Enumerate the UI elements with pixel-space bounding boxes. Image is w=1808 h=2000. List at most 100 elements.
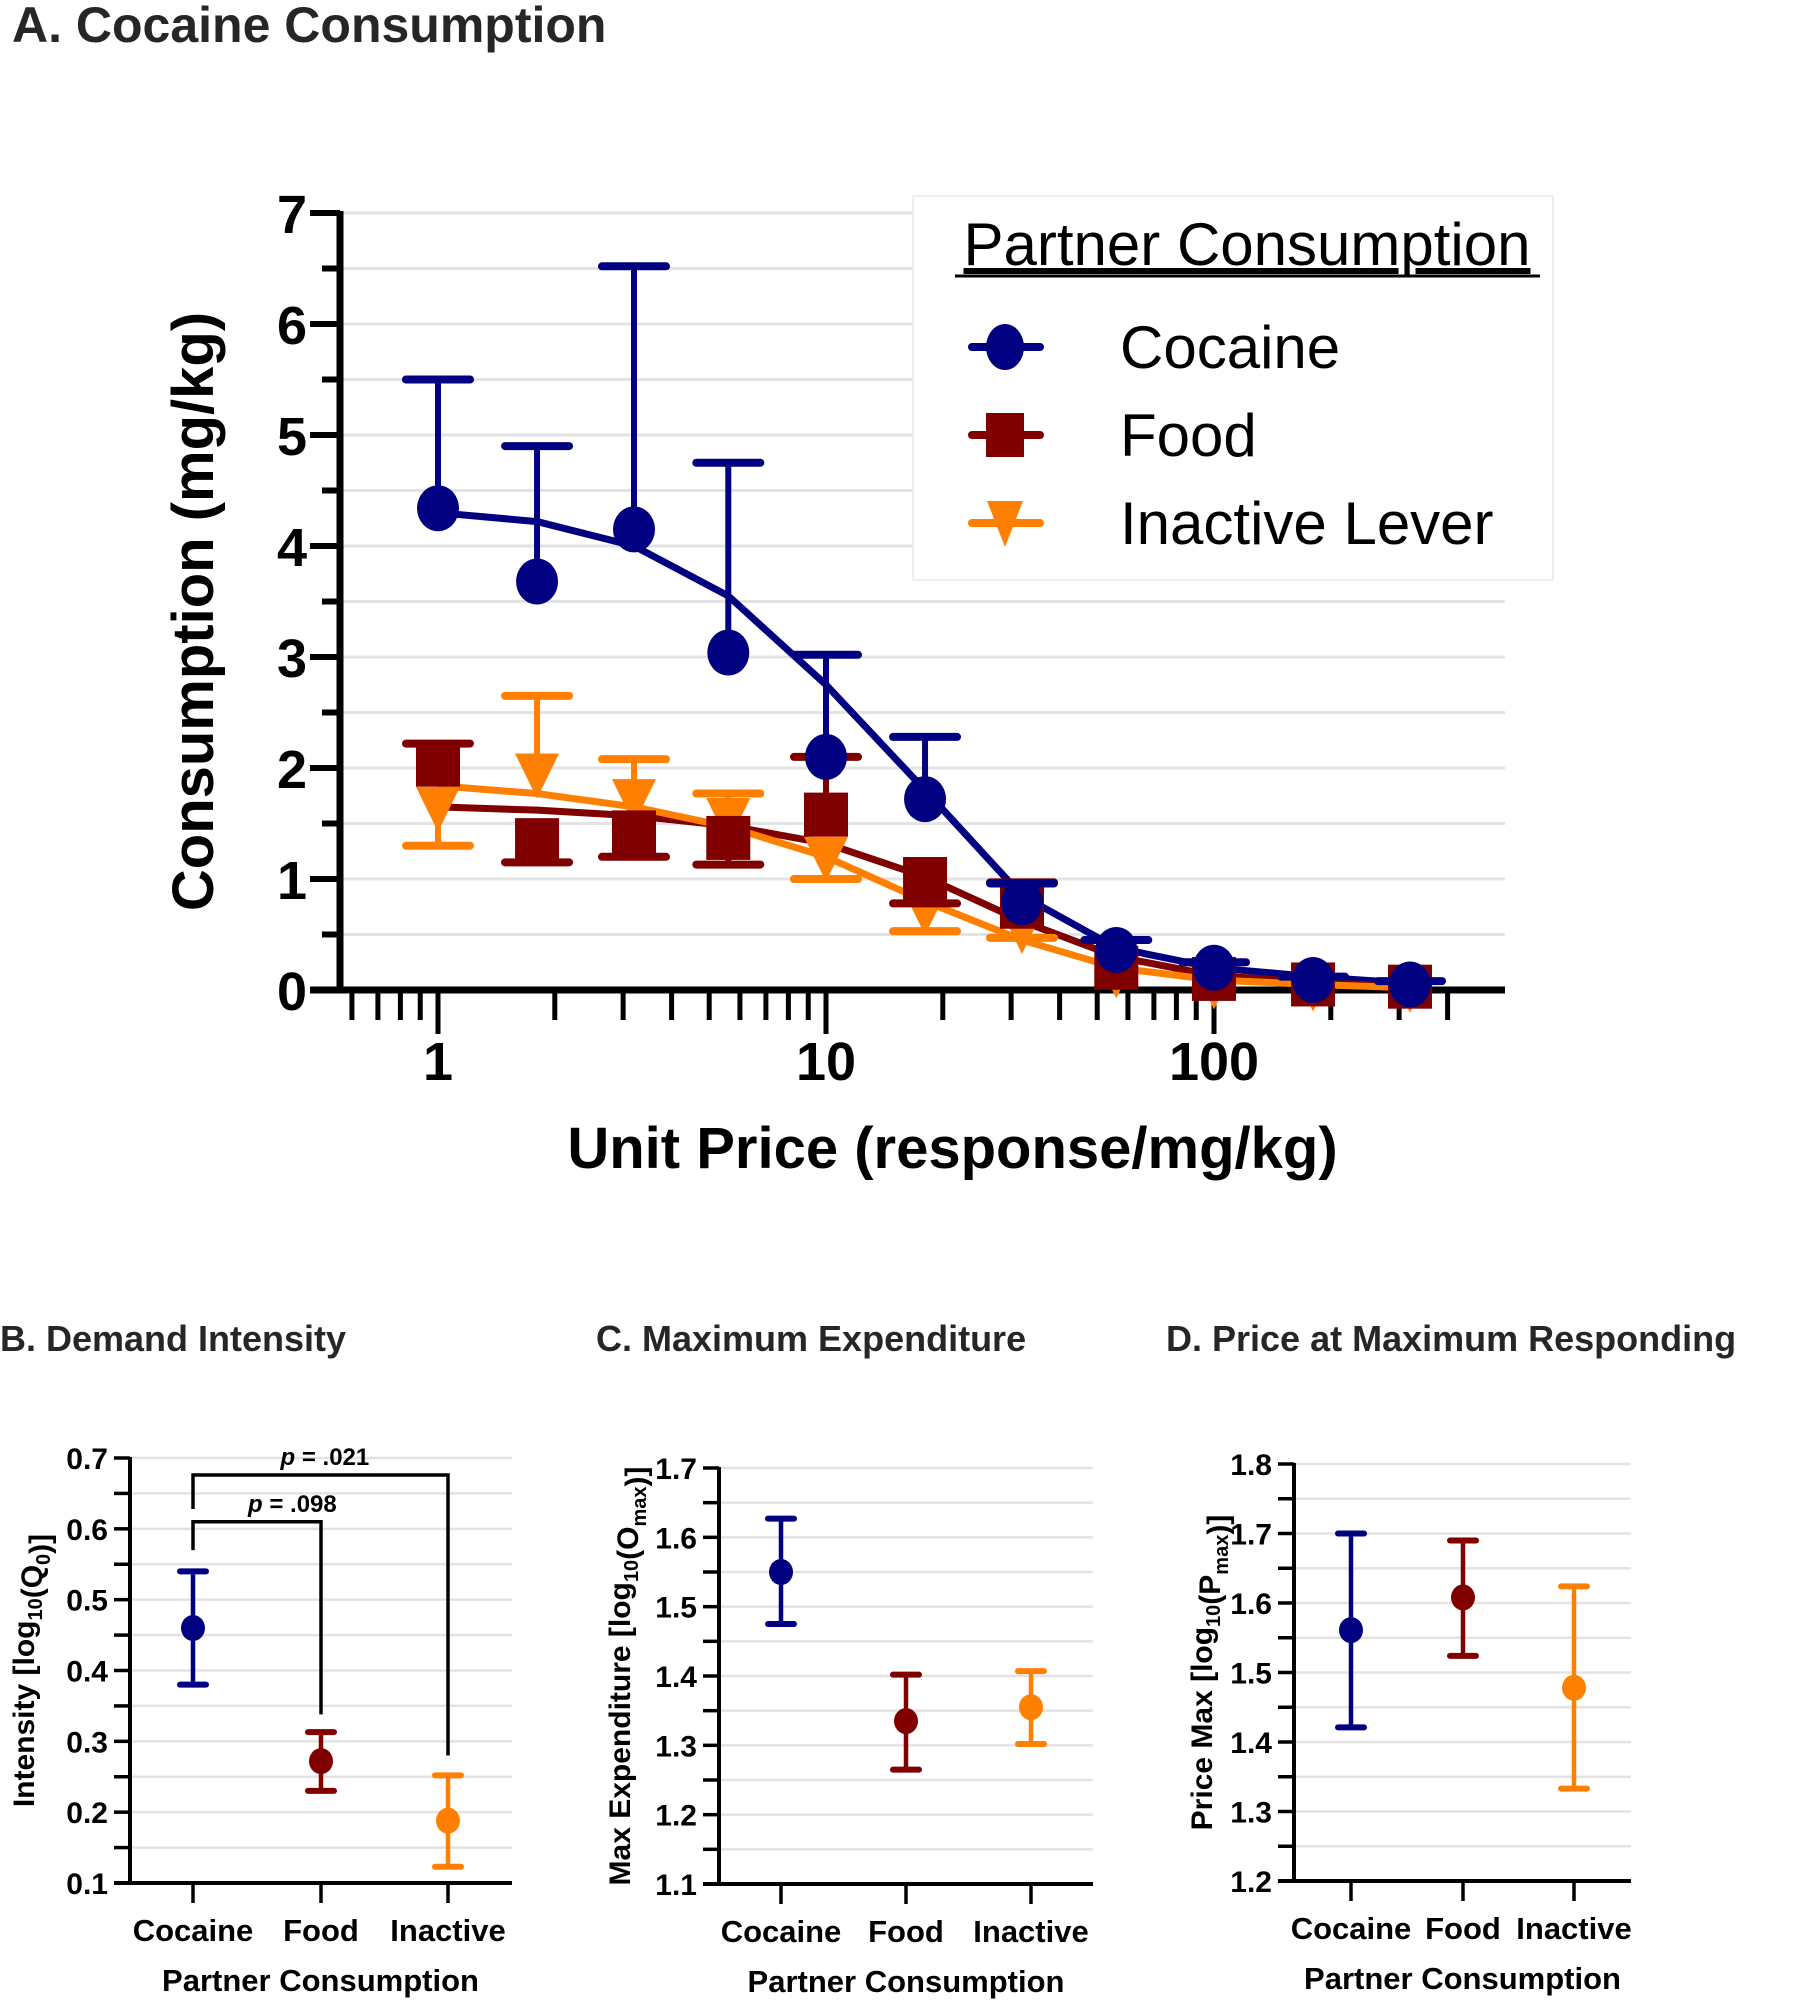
x-tick-label: 100 bbox=[1169, 1032, 1259, 1092]
data-point bbox=[181, 1615, 205, 1641]
panel-d-title: D. Price at Maximum Responding bbox=[1166, 1318, 1737, 1359]
point-inactive-lever bbox=[804, 836, 848, 882]
y-axis-title-part: Intensity [log bbox=[8, 1621, 41, 1808]
p-symbol: p bbox=[247, 1491, 263, 1518]
y-tick-label: 0.3 bbox=[66, 1726, 108, 1759]
point-food bbox=[804, 792, 848, 837]
panel-c-title: C. Maximum Expenditure bbox=[596, 1318, 1027, 1359]
point-food bbox=[903, 857, 948, 901]
data-point bbox=[309, 1748, 333, 1775]
y-tick-label: 7 bbox=[277, 185, 307, 245]
y-axis-title-subscript: 10 bbox=[1203, 1605, 1225, 1627]
point-cocaine bbox=[904, 776, 947, 823]
p-symbol: p bbox=[280, 1444, 296, 1471]
legend-label: Inactive Lever bbox=[1120, 490, 1494, 557]
y-tick-label: 1 bbox=[277, 851, 307, 911]
p-value: = .098 bbox=[263, 1491, 337, 1518]
y-tick-label: 1.6 bbox=[1230, 1588, 1272, 1621]
y-axis-title: Price Max [log10(Pmax)] bbox=[1186, 1515, 1235, 1831]
y-tick-label: 6 bbox=[277, 296, 307, 356]
y-tick-label: 3 bbox=[277, 629, 307, 689]
x-axis-title: Partner Consumption bbox=[748, 1964, 1065, 1999]
panel-a-chart: 0 1 2 3 4 5 6 7 1 10 100 Unit Price (response/mg/kg… bbox=[161, 185, 1554, 1181]
y-tick-label: 0.6 bbox=[66, 1514, 108, 1547]
point-cocaine bbox=[1000, 879, 1043, 926]
y-tick-label: 1.6 bbox=[655, 1522, 697, 1555]
x-tick-label: Food bbox=[868, 1914, 944, 1949]
x-tick-label: Cocaine bbox=[133, 1913, 254, 1948]
point-cocaine bbox=[707, 629, 750, 676]
data-point bbox=[894, 1708, 918, 1735]
y-tick-label: 1.7 bbox=[1230, 1519, 1272, 1552]
significance-bracket bbox=[191, 1520, 323, 1715]
legend-marker-square-icon bbox=[986, 413, 1024, 457]
y-tick-label: 1.2 bbox=[1230, 1866, 1272, 1899]
point-food bbox=[515, 818, 560, 863]
data-point bbox=[1451, 1584, 1475, 1611]
y-tick-label: 1.4 bbox=[655, 1661, 697, 1694]
y-axis-title-part: )] bbox=[620, 1467, 653, 1487]
x-tick-label: 10 bbox=[796, 1032, 856, 1092]
x-axis-title: Unit Price (response/mg/kg) bbox=[567, 1116, 1337, 1181]
y-axis-title-part: Price Max [log bbox=[1186, 1627, 1219, 1830]
point-cocaine bbox=[417, 485, 459, 532]
y-tick-label: 1.4 bbox=[1230, 1727, 1272, 1760]
y-tick-label: 0.1 bbox=[66, 1868, 108, 1901]
y-tick-label: 0 bbox=[277, 962, 307, 1022]
y-tick-label: 0.5 bbox=[66, 1585, 108, 1618]
point-cocaine bbox=[1193, 944, 1235, 991]
panel-d-chart: 1.2 1.3 1.4 1.5 1.6 1.7 1.8 Cocaine Food Inactive… bbox=[1186, 1449, 1632, 1996]
point-cocaine bbox=[612, 506, 655, 553]
y-axis-title-part: (Q bbox=[16, 1565, 49, 1598]
y-tick-label: 0.4 bbox=[66, 1656, 108, 1689]
panel-c-chart: 1.1 1.2 1.3 1.4 1.5 1.6 1.7 Cocaine Food Inactive… bbox=[604, 1453, 1093, 1999]
y-axis-title: Intensity [log10(Q0)] bbox=[8, 1534, 57, 1807]
x-tick-label: Cocaine bbox=[721, 1914, 842, 1949]
legend-box bbox=[912, 195, 1554, 581]
y-axis-title-subscript: 10 bbox=[621, 1560, 643, 1582]
p-value-label: p = .021 bbox=[280, 1444, 370, 1471]
point-inactive-lever bbox=[611, 779, 656, 825]
y-tick-label: 0.2 bbox=[66, 1797, 108, 1830]
y-tick-label: 5 bbox=[277, 407, 307, 467]
x-tick-label: Food bbox=[1425, 1911, 1501, 1946]
y-axis-title-subscript: 0 bbox=[33, 1554, 55, 1565]
y-tick-label: 1.2 bbox=[655, 1800, 697, 1833]
x-tick-label: Cocaine bbox=[1291, 1911, 1412, 1946]
y-axis-title-subscript: max bbox=[629, 1487, 651, 1527]
legend-marker-triangle-icon bbox=[987, 501, 1023, 547]
p-value: = .021 bbox=[295, 1444, 369, 1471]
y-tick-label: 1.7 bbox=[655, 1453, 697, 1486]
y-axis-title-part: (O bbox=[612, 1527, 645, 1560]
point-cocaine bbox=[516, 558, 559, 605]
x-tick-label: Inactive bbox=[390, 1913, 505, 1948]
point-cocaine bbox=[1292, 957, 1335, 1004]
point-cocaine bbox=[805, 733, 847, 780]
point-food bbox=[611, 810, 656, 855]
p-value-label: p = .098 bbox=[247, 1491, 337, 1518]
y-tick-label: 1.5 bbox=[655, 1592, 697, 1625]
y-tick-label: 4 bbox=[277, 518, 307, 578]
y-axis-title: Max Expenditure [log10(Omax)] bbox=[604, 1467, 653, 1886]
legend-title: Partner Consumption bbox=[964, 211, 1531, 278]
panel-b-chart: 0.1 0.2 0.3 0.4 0.5 0.6 0.7 Cocaine Food Inactive… bbox=[8, 1443, 512, 1998]
y-tick-label: 2 bbox=[277, 740, 307, 800]
legend-marker-circle-icon bbox=[986, 324, 1024, 370]
data-point bbox=[1339, 1617, 1363, 1644]
point-inactive-lever bbox=[416, 786, 460, 832]
data-point bbox=[1562, 1674, 1586, 1701]
panel-b-title: B. Demand Intensity bbox=[0, 1318, 347, 1359]
y-tick-label: 1.3 bbox=[1230, 1797, 1272, 1830]
y-axis-title-part: )] bbox=[1202, 1515, 1235, 1535]
data-point bbox=[436, 1807, 460, 1834]
data-point bbox=[1019, 1694, 1043, 1721]
y-tick-label: 1.5 bbox=[1230, 1658, 1272, 1691]
y-tick-label: 1.3 bbox=[655, 1730, 697, 1763]
x-tick-label: Food bbox=[283, 1913, 359, 1948]
point-food bbox=[416, 742, 460, 787]
legend-label: Food bbox=[1120, 402, 1257, 469]
y-axis-title-subscript: max bbox=[1211, 1535, 1233, 1575]
y-tick-label: 0.7 bbox=[66, 1443, 108, 1476]
x-tick-label: 1 bbox=[423, 1032, 453, 1092]
